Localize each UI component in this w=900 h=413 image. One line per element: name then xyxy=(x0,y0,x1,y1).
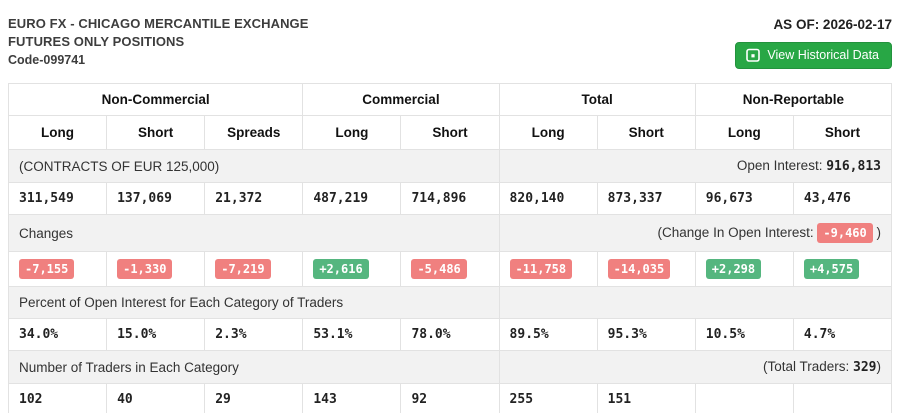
change-in-oi-badge: -9,460 xyxy=(817,223,873,243)
col-header-c-long: Long xyxy=(302,115,402,150)
traders-value: 29 xyxy=(204,383,304,413)
change-badge: -11,758 xyxy=(509,259,573,279)
traders-label: Number of Traders in Each Category xyxy=(8,350,500,384)
traders-value xyxy=(792,383,893,413)
report-code: Code-099741 xyxy=(8,53,86,67)
change-badge: -7,219 xyxy=(215,259,271,279)
position-value: 714,896 xyxy=(400,182,500,215)
group-header-row: Non-Commercial Commercial Total Non-Repo… xyxy=(7,83,893,116)
position-value: 873,337 xyxy=(596,182,696,215)
change-in-oi-suffix: ) xyxy=(872,225,882,240)
col-header-t-long: Long xyxy=(498,115,598,150)
changes-band-row: Changes (Change In Open Interest: -9,460… xyxy=(8,214,893,252)
open-interest-label: Open Interest: xyxy=(736,158,827,173)
change-badge: +4,575 xyxy=(803,259,860,279)
group-header-non-commercial: Non-Commercial xyxy=(7,83,304,116)
report-title-block: EURO FX - CHICAGO MERCANTILE EXCHANGE FU… xyxy=(8,15,309,69)
position-value: 96,673 xyxy=(694,182,794,215)
changes-row: -7,155 -1,330 -7,219 +2,616 -5,486 -11,7… xyxy=(7,251,893,287)
group-header-total: Total xyxy=(498,83,696,116)
report-title-line1: EURO FX - CHICAGO MERCANTILE EXCHANGE xyxy=(8,16,309,31)
percent-value: 95.3% xyxy=(596,318,696,351)
contracts-label: (CONTRACTS OF EUR 125,000) xyxy=(8,149,500,183)
traders-band-row: Number of Traders in Each Category (Tota… xyxy=(8,350,893,384)
change-in-oi-label: (Change In Open Interest: xyxy=(657,225,818,240)
view-historical-data-label: View Historical Data xyxy=(767,48,879,62)
calendar-icon xyxy=(746,48,761,62)
percent-label: Percent of Open Interest for Each Catego… xyxy=(8,286,500,319)
position-value: 137,069 xyxy=(106,182,206,215)
page-header: EURO FX - CHICAGO MERCANTILE EXCHANGE FU… xyxy=(0,0,900,80)
col-header-nc-short: Short xyxy=(106,115,206,150)
as-of-date: AS OF: 2026-02-17 xyxy=(773,17,892,32)
percent-band-spacer xyxy=(498,286,893,319)
change-in-oi-cell: (Change In Open Interest: -9,460 ) xyxy=(498,214,893,252)
percent-value: 10.5% xyxy=(694,318,794,351)
traders-value: 92 xyxy=(400,383,500,413)
position-value: 820,140 xyxy=(498,182,598,215)
percent-value: 4.7% xyxy=(792,318,893,351)
percent-value: 15.0% xyxy=(106,318,206,351)
col-header-nc-long: Long xyxy=(7,115,108,150)
total-traders-suffix: ) xyxy=(876,359,882,374)
cot-table: Non-Commercial Commercial Total Non-Repo… xyxy=(7,83,893,413)
change-badge: -5,486 xyxy=(411,259,467,279)
change-badge: -7,155 xyxy=(19,259,75,279)
percent-value: 34.0% xyxy=(7,318,108,351)
traders-value: 255 xyxy=(498,383,598,413)
traders-value: 143 xyxy=(302,383,402,413)
traders-value xyxy=(694,383,794,413)
header-right: AS OF: 2026-02-17 View Historical Data xyxy=(735,15,892,69)
col-header-t-short: Short xyxy=(596,115,696,150)
col-header-c-short: Short xyxy=(400,115,500,150)
traders-value: 102 xyxy=(7,383,108,413)
change-badge: -1,330 xyxy=(117,259,173,279)
col-header-nr-long: Long xyxy=(694,115,794,150)
changes-label: Changes xyxy=(8,214,500,252)
total-traders-label: (Total Traders: xyxy=(762,359,854,374)
report-title-line2: FUTURES ONLY POSITIONS xyxy=(8,34,185,49)
position-value: 43,476 xyxy=(792,182,893,215)
traders-value: 40 xyxy=(106,383,206,413)
change-badge: -14,035 xyxy=(607,259,671,279)
position-value: 21,372 xyxy=(204,182,304,215)
open-interest-cell: Open Interest: 916,813 xyxy=(498,149,893,183)
col-header-nc-spreads: Spreads xyxy=(204,115,304,150)
change-badge: +2,298 xyxy=(705,259,762,279)
percent-value: 89.5% xyxy=(498,318,598,351)
contracts-band-row: (CONTRACTS OF EUR 125,000) Open Interest… xyxy=(8,149,893,183)
percent-value: 2.3% xyxy=(204,318,304,351)
open-interest-value: 916,813 xyxy=(826,159,881,174)
total-traders-cell: (Total Traders: 329) xyxy=(498,350,893,384)
positions-row: 311,549 137,069 21,372 487,219 714,896 8… xyxy=(7,182,893,215)
change-badge: +2,616 xyxy=(313,259,369,279)
traders-value: 151 xyxy=(596,383,696,413)
position-value: 311,549 xyxy=(7,182,108,215)
percent-value: 78.0% xyxy=(400,318,500,351)
percents-row: 34.0% 15.0% 2.3% 53.1% 78.0% 89.5% 95.3%… xyxy=(7,318,893,351)
percent-value: 53.1% xyxy=(302,318,402,351)
col-header-nr-short: Short xyxy=(792,115,893,150)
total-traders-value: 329 xyxy=(853,360,877,375)
traders-row: 102 40 29 143 92 255 151 xyxy=(7,383,893,413)
position-value: 487,219 xyxy=(302,182,402,215)
group-header-non-reportable: Non-Reportable xyxy=(694,83,893,116)
percent-band-row: Percent of Open Interest for Each Catego… xyxy=(8,286,893,319)
group-header-commercial: Commercial xyxy=(302,83,500,116)
column-header-row: Long Short Spreads Long Short Long Short… xyxy=(7,115,893,150)
view-historical-data-button[interactable]: View Historical Data xyxy=(735,42,892,69)
